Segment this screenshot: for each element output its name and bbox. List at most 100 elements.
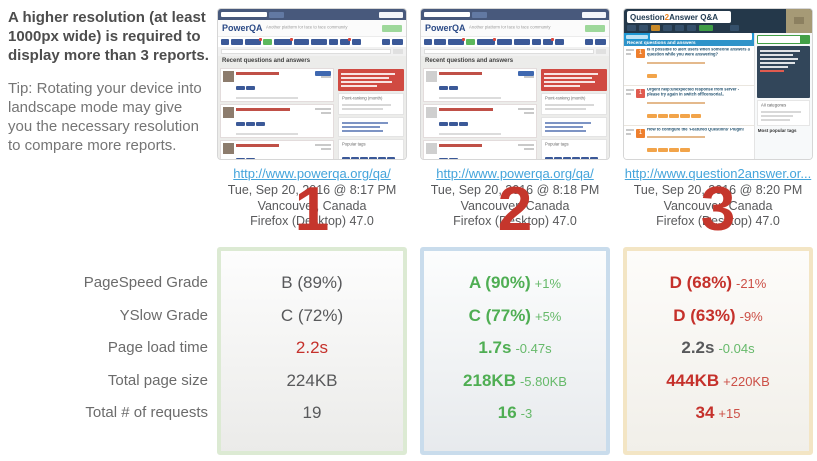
avatar-placeholder bbox=[426, 143, 437, 154]
metric-row: 218KB -5.80KB bbox=[424, 365, 606, 398]
answer-badge bbox=[518, 71, 535, 76]
report-column-3: Question 2 Answer Q&A Recent questions and… bbox=[623, 8, 813, 241]
metric-row: 16 -3 bbox=[424, 397, 606, 430]
question-body: Urgent help:unexpected response from ser… bbox=[647, 88, 752, 123]
report-3-url-link[interactable]: http://www.question2answer.or... bbox=[624, 166, 812, 181]
powerqa-register-button bbox=[585, 24, 605, 32]
metric-row: D (63%) -9% bbox=[627, 300, 809, 333]
powerqa-register-button bbox=[382, 24, 402, 32]
powerqa-sidebar: Point-ranking (month) Popular tags bbox=[539, 67, 609, 159]
links-widget bbox=[541, 117, 607, 137]
powerqa-logo-band: PowerQA Another platform for face to fac… bbox=[421, 20, 609, 37]
metric-value: D (63%) bbox=[673, 305, 736, 325]
resolution-notice-panel: A higher resolution (at least 1000px wid… bbox=[8, 8, 210, 155]
powerqa-topbar bbox=[421, 9, 609, 20]
report-3-metrics-box: D (68%) -21% D (63%) -9% 2.2s -0.04s 444KB +… bbox=[623, 247, 813, 455]
q2a-search-button bbox=[800, 36, 809, 43]
metric-delta: +1% bbox=[534, 276, 562, 291]
powerqa-tagline: Another platform for face to face commun… bbox=[468, 25, 550, 31]
report-3-browser: Firefox (Desktop) 47.0 bbox=[656, 214, 780, 228]
question-card bbox=[220, 140, 335, 159]
report-3-location: Vancouver, Canada bbox=[663, 198, 773, 213]
metric-delta: +220KB bbox=[723, 373, 770, 389]
powerqa-logo: PowerQA bbox=[425, 23, 466, 33]
lines bbox=[439, 143, 516, 159]
q2a-user-corner bbox=[786, 9, 812, 33]
row-label-yslow: YSlow Grade bbox=[119, 306, 208, 324]
answer-badge bbox=[315, 71, 332, 76]
vote-counts bbox=[518, 143, 535, 159]
vote-column bbox=[626, 48, 634, 83]
report-2-browser: Firefox (Desktop) 47.0 bbox=[453, 214, 577, 228]
q2a-section-heading-bar: Recent questions and answers bbox=[624, 40, 755, 46]
question-card bbox=[423, 104, 538, 138]
metric-value: 444KB bbox=[666, 370, 720, 390]
powerqa-topbar bbox=[218, 9, 406, 20]
metric-delta: -0.04s bbox=[718, 341, 755, 357]
powerqa-filter-row bbox=[218, 47, 406, 56]
lines bbox=[439, 71, 516, 99]
q2a-logo: Question 2 Answer Q&A bbox=[627, 11, 731, 23]
metric-row: 34 +15 bbox=[627, 397, 809, 430]
q2a-ask-bar bbox=[624, 33, 755, 40]
powerqa-search-input bbox=[221, 12, 267, 17]
question-body: How to configure the 'Featured Questions… bbox=[647, 128, 752, 157]
report-2-url-link[interactable]: http://www.powerqa.org/qa/ bbox=[436, 166, 594, 181]
vote-column bbox=[626, 88, 634, 123]
resolution-notice-heading: A higher resolution (at least 1000px wid… bbox=[8, 9, 209, 65]
report-2-thumbnail[interactable]: PowerQA Another platform for face to fac… bbox=[420, 8, 610, 160]
metric-row: 224KB bbox=[221, 365, 403, 398]
powerqa-logo-band: PowerQA Another platform for face to fac… bbox=[218, 20, 406, 37]
question-body: Is it possible to alert users when someo… bbox=[647, 48, 752, 83]
report-3-date: Tue, Sep 20, 2016 @ 8:20 PM bbox=[633, 183, 803, 197]
vote-counts bbox=[315, 107, 332, 135]
notice-box bbox=[541, 69, 607, 91]
answer-count-badge: 1 bbox=[636, 89, 645, 99]
lines bbox=[236, 71, 313, 99]
report-1-thumbnail[interactable]: PowerQA Another platform for face to fac… bbox=[217, 8, 407, 160]
popular-tags-widget: Popular tags bbox=[541, 139, 607, 159]
metric-value: 224KB bbox=[286, 370, 338, 390]
powerqa-sidebar: Point-ranking (month) Popular tags bbox=[336, 67, 406, 159]
report-2-metrics-box: A (90%) +1% C (77%) +5% 1.7s -0.47s 218KB -5… bbox=[420, 247, 610, 455]
lines bbox=[236, 107, 313, 135]
metric-value: 1.7s bbox=[478, 338, 512, 358]
powerqa-question-list bbox=[421, 67, 539, 159]
metric-row: 444KB +220KB bbox=[627, 365, 809, 398]
question-card bbox=[423, 140, 538, 159]
lines bbox=[439, 107, 516, 135]
metric-value: C (72%) bbox=[280, 305, 344, 325]
report-1-browser: Firefox (Desktop) 47.0 bbox=[250, 214, 374, 228]
metric-delta: +5% bbox=[534, 308, 562, 324]
report-1-metrics-box: B (89%) C (72%) 2.2s 224KB 19 bbox=[217, 247, 407, 455]
question-tags bbox=[647, 65, 752, 83]
powerqa-navbar bbox=[421, 37, 609, 47]
question-tags bbox=[647, 139, 752, 157]
report-1-url-link[interactable]: http://www.powerqa.org/qa/ bbox=[233, 166, 391, 181]
row-label-pagesize: Total page size bbox=[107, 371, 208, 389]
row-label-loadtime: Page load time bbox=[107, 339, 208, 357]
metric-value: C (77%) bbox=[468, 305, 531, 325]
question-title: Is it possible to alert users when someo… bbox=[647, 48, 750, 57]
powerqa-navbar bbox=[218, 37, 406, 47]
vote-counts bbox=[315, 143, 332, 159]
question-row: 1 Is it possible to alert users when som… bbox=[624, 46, 755, 87]
powerqa-login-box bbox=[582, 11, 606, 18]
powerqa-question-list bbox=[218, 67, 336, 159]
q2a-ask-input bbox=[650, 33, 753, 40]
q2a-info-box bbox=[757, 46, 810, 98]
metric-value: 218KB bbox=[463, 370, 516, 390]
q2a-content: Recent questions and answers 1 Is it pos… bbox=[624, 33, 812, 159]
metric-value: A (90%) bbox=[468, 273, 531, 292]
metric-label-column: PageSpeed Grade YSlow Grade Page load ti… bbox=[8, 247, 208, 430]
popular-tags-widget: Popular tags bbox=[338, 139, 404, 159]
resolution-tip-text: Tip: Rotating your device into landscape… bbox=[8, 79, 202, 155]
report-3-thumbnail[interactable]: Question 2 Answer Q&A Recent questions and… bbox=[623, 8, 813, 160]
metric-delta: -9% bbox=[739, 308, 763, 324]
q2a-question-list: 1 Is it possible to alert users when som… bbox=[624, 46, 755, 159]
question-row: 1 How to configure the 'Featured Questio… bbox=[624, 126, 755, 159]
report-1-date: Tue, Sep 20, 2016 @ 8:17 PM bbox=[227, 183, 397, 197]
metric-row: 19 bbox=[221, 397, 403, 430]
q2a-popular-tags-heading: Most popular tags bbox=[758, 128, 797, 134]
